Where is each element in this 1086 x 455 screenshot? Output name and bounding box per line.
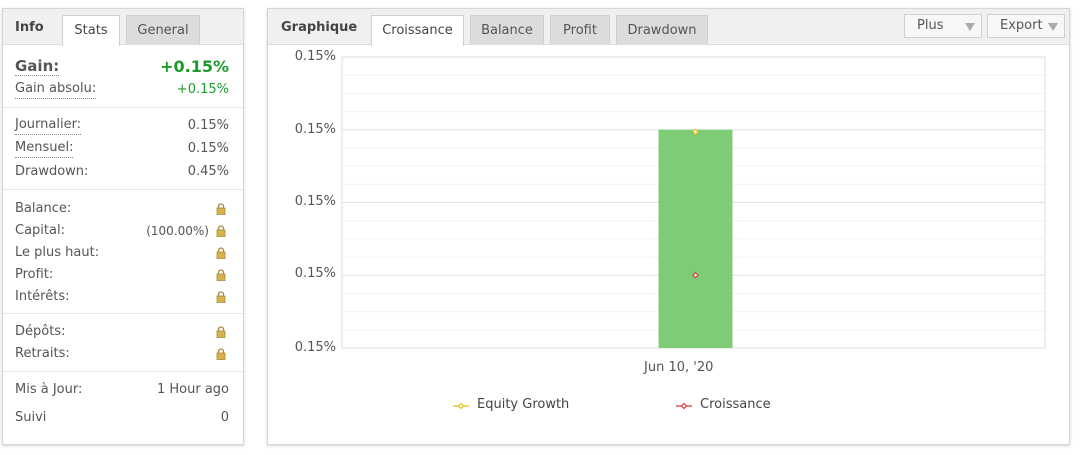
suivi-value: 0 — [220, 410, 229, 425]
tab-general[interactable]: General — [126, 15, 200, 45]
export-button[interactable]: Export — [987, 14, 1065, 38]
plus-button[interactable]: Plus — [904, 14, 982, 38]
capital-value: (100.00%) — [146, 224, 209, 238]
interets-label: Intérêts: — [15, 289, 70, 304]
tab-drawdown[interactable]: Drawdown — [616, 15, 708, 45]
mis-a-jour-label: Mis à Jour: — [15, 382, 83, 397]
growth-chart — [341, 56, 1046, 349]
lock-icon — [216, 326, 226, 338]
journalier-label: Journalier: — [15, 116, 82, 135]
chart-title: Graphique — [281, 20, 358, 35]
y-tick-label: 0.15% — [294, 340, 336, 355]
gain-row: Gain: +0.15% — [15, 57, 229, 79]
x-tick-label: Jun 10, '20 — [644, 360, 714, 375]
info-panel: Info Stats General Gain: +0.15% Gain abs… — [2, 8, 244, 445]
tab-croissance[interactable]: Croissance — [371, 15, 464, 46]
lock-icon — [216, 203, 226, 215]
le-plus-haut-row: Le plus haut: — [15, 243, 229, 263]
capital-row: Capital: (100.00%) — [15, 221, 229, 241]
equity-growth-legend-icon — [453, 402, 469, 410]
equity-growth-point[interactable] — [692, 128, 699, 136]
mensuel-row: Mensuel: 0.15% — [15, 139, 229, 159]
croissance-legend-icon — [676, 402, 692, 410]
profit-row: Profit: — [15, 265, 229, 285]
mis-a-jour-row: Mis à Jour: 1 Hour ago — [15, 380, 229, 400]
gain-absolu-label: Gain absolu: — [15, 80, 97, 99]
lock-icon — [216, 225, 226, 237]
lock-icon — [216, 269, 226, 281]
retraits-label: Retraits: — [15, 346, 70, 361]
chart-panel: Graphique Croissance Balance Profit Draw… — [267, 8, 1070, 445]
tab-profit[interactable]: Profit — [550, 15, 610, 45]
le-plus-haut-label: Le plus haut: — [15, 245, 100, 260]
journalier-value: 0.15% — [187, 118, 229, 133]
lock-icon — [216, 348, 226, 360]
gain-label: Gain: — [15, 57, 60, 76]
y-tick-label: 0.15% — [294, 122, 336, 137]
divider — [3, 107, 243, 108]
legend-label: Croissance — [700, 397, 771, 412]
depots-label: Dépôts: — [15, 324, 66, 339]
capital-label: Capital: — [15, 223, 65, 238]
divider — [3, 371, 243, 372]
gain-absolu-value: +0.15% — [176, 82, 229, 97]
journalier-row: Journalier: 0.15% — [15, 116, 229, 136]
info-title: Info — [15, 20, 44, 35]
drawdown-row: Drawdown: 0.45% — [15, 162, 229, 182]
tab-stats[interactable]: Stats — [62, 15, 120, 46]
suivi-label: Suivi — [15, 410, 47, 425]
plus-button-label: Plus — [917, 18, 944, 33]
divider — [3, 313, 243, 314]
y-tick-label: 0.15% — [294, 194, 336, 209]
lock-icon — [216, 291, 226, 303]
gain-absolu-row: Gain absolu: +0.15% — [15, 80, 229, 100]
info-tabbar: Info Stats General — [3, 9, 243, 46]
balance-label: Balance: — [15, 201, 72, 216]
divider — [3, 189, 243, 190]
interets-row: Intérêts: — [15, 287, 229, 307]
y-tick-label: 0.15% — [294, 49, 336, 64]
lock-icon — [216, 247, 226, 259]
chevron-down-icon — [1048, 23, 1058, 31]
drawdown-value: 0.45% — [187, 164, 229, 179]
growth-bar[interactable] — [658, 129, 733, 348]
depots-row: Dépôts: — [15, 322, 229, 342]
mis-a-jour-value: 1 Hour ago — [156, 382, 229, 397]
drawdown-label: Drawdown: — [15, 164, 89, 179]
tab-balance[interactable]: Balance — [470, 15, 544, 45]
profit-label: Profit: — [15, 267, 54, 282]
legend-label: Equity Growth — [477, 397, 570, 412]
y-tick-label: 0.15% — [294, 266, 336, 281]
croissance-point[interactable] — [692, 271, 699, 279]
mensuel-label: Mensuel: — [15, 139, 74, 158]
retraits-row: Retraits: — [15, 344, 229, 364]
chevron-down-icon — [965, 23, 975, 31]
mensuel-value: 0.15% — [187, 141, 229, 156]
gain-value: +0.15% — [160, 57, 229, 76]
balance-row: Balance: — [15, 199, 229, 219]
export-button-label: Export — [1000, 18, 1043, 33]
chart-tabbar: Graphique Croissance Balance Profit Draw… — [268, 9, 1069, 46]
suivi-row: Suivi 0 — [15, 408, 229, 428]
